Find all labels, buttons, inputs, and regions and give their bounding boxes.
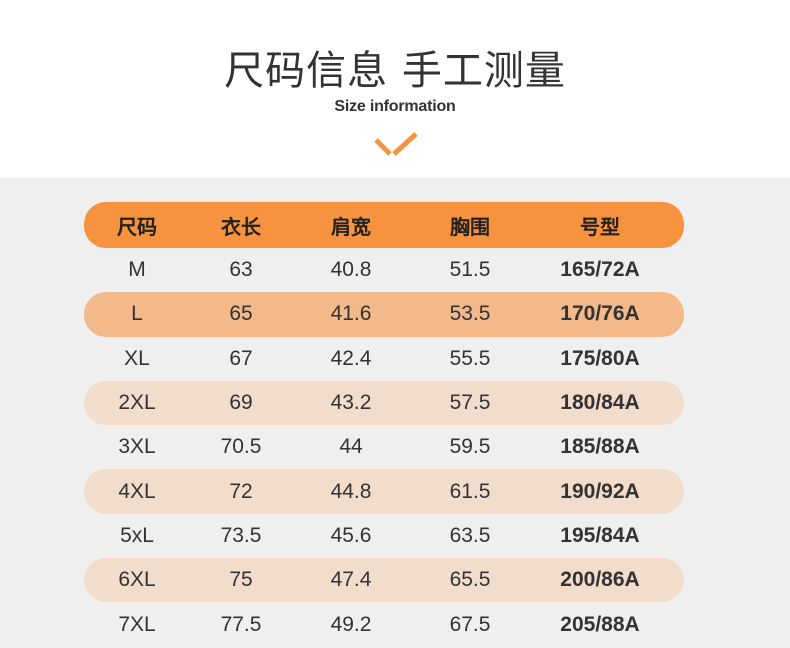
size-cell: 2XL xyxy=(118,391,156,415)
size-cell: 4XL xyxy=(118,479,156,503)
fit-cell: 175/80A xyxy=(560,346,640,370)
header-section: 尺码信息 手工测量 Size information xyxy=(0,0,790,178)
column-header-length: 衣长 xyxy=(221,214,261,239)
table-row: L 65 41.6 53.5 170/76A xyxy=(84,292,684,337)
table-row: 6XL 75 47.4 65.5 200/86A xyxy=(84,558,684,603)
column-header-size: 尺码 xyxy=(117,214,157,239)
shoulder-cell: 42.4 xyxy=(330,346,372,370)
length-cell: 67 xyxy=(229,346,253,370)
length-cell: 77.5 xyxy=(220,612,262,636)
length-cell: 73.5 xyxy=(220,523,262,547)
column-header-shoulder: 肩宽 xyxy=(331,214,371,239)
size-cell: M xyxy=(128,258,146,282)
shoulder-cell: 45.6 xyxy=(330,523,372,547)
table-header-row: 尺码 衣长 肩宽 胸围 号型 xyxy=(84,202,684,248)
size-cell: 6XL xyxy=(118,568,156,592)
column-header-chest: 胸围 xyxy=(450,214,490,239)
length-cell: 65 xyxy=(229,302,253,326)
table-body: M 63 40.8 51.5 165/72A L 65 41.6 53.5 170/76A XL 67… xyxy=(84,248,684,647)
chest-cell: 65.5 xyxy=(449,568,491,592)
chest-cell: 63.5 xyxy=(449,523,491,547)
chest-cell: 53.5 xyxy=(449,302,491,326)
length-cell: 69 xyxy=(229,391,253,415)
table-row: XL 67 42.4 55.5 175/80A xyxy=(84,337,684,381)
fit-cell: 200/86A xyxy=(560,568,640,592)
page-subtitle: Size information xyxy=(334,98,456,115)
length-cell: 72 xyxy=(229,479,253,503)
fit-cell: 180/84A xyxy=(560,391,640,415)
chest-cell: 59.5 xyxy=(449,435,491,459)
fit-cell: 165/72A xyxy=(560,258,640,282)
table-row: 5xL 73.5 45.6 63.5 195/84A xyxy=(84,514,684,558)
chest-cell: 61.5 xyxy=(449,479,491,503)
table-row: 7XL 77.5 49.2 67.5 205/88A xyxy=(84,602,684,646)
shoulder-cell: 40.8 xyxy=(330,258,372,282)
fit-cell: 205/88A xyxy=(560,612,640,636)
fit-cell: 185/88A xyxy=(560,435,640,459)
size-cell: L xyxy=(131,302,143,326)
length-cell: 63 xyxy=(229,258,253,282)
size-cell: XL xyxy=(124,346,150,370)
size-table: 尺码 衣长 肩宽 胸围 号型 M 63 40.8 51.5 165/72A L 65 41.6… xyxy=(84,202,684,647)
page-title: 尺码信息 手工测量 xyxy=(224,48,566,94)
size-cell: 3XL xyxy=(118,435,156,459)
chevron-down-icon xyxy=(374,132,418,156)
size-cell: 5xL xyxy=(120,523,154,547)
fit-cell: 170/76A xyxy=(560,302,640,326)
size-panel: 尺码 衣长 肩宽 胸围 号型 M 63 40.8 51.5 165/72A L 65 41.6… xyxy=(0,178,790,648)
table-row: 4XL 72 44.8 61.5 190/92A xyxy=(84,469,684,514)
shoulder-cell: 49.2 xyxy=(330,612,372,636)
shoulder-cell: 44 xyxy=(339,435,363,459)
fit-cell: 195/84A xyxy=(560,523,640,547)
shoulder-cell: 41.6 xyxy=(330,302,372,326)
size-cell: 7XL xyxy=(118,612,156,636)
chest-cell: 67.5 xyxy=(449,612,491,636)
table-row: 2XL 69 43.2 57.5 180/84A xyxy=(84,380,684,426)
fit-cell: 190/92A xyxy=(560,479,640,503)
length-cell: 70.5 xyxy=(220,435,262,459)
table-row: M 63 40.8 51.5 165/72A xyxy=(84,248,684,292)
shoulder-cell: 43.2 xyxy=(330,391,372,415)
chest-cell: 51.5 xyxy=(449,258,491,282)
shoulder-cell: 44.8 xyxy=(330,479,372,503)
chest-cell: 57.5 xyxy=(449,391,491,415)
table-row: 3XL 70.5 44 59.5 185/88A xyxy=(84,425,684,469)
column-header-fit: 号型 xyxy=(580,214,620,239)
chest-cell: 55.5 xyxy=(449,346,491,370)
length-cell: 75 xyxy=(229,568,253,592)
shoulder-cell: 47.4 xyxy=(330,568,372,592)
